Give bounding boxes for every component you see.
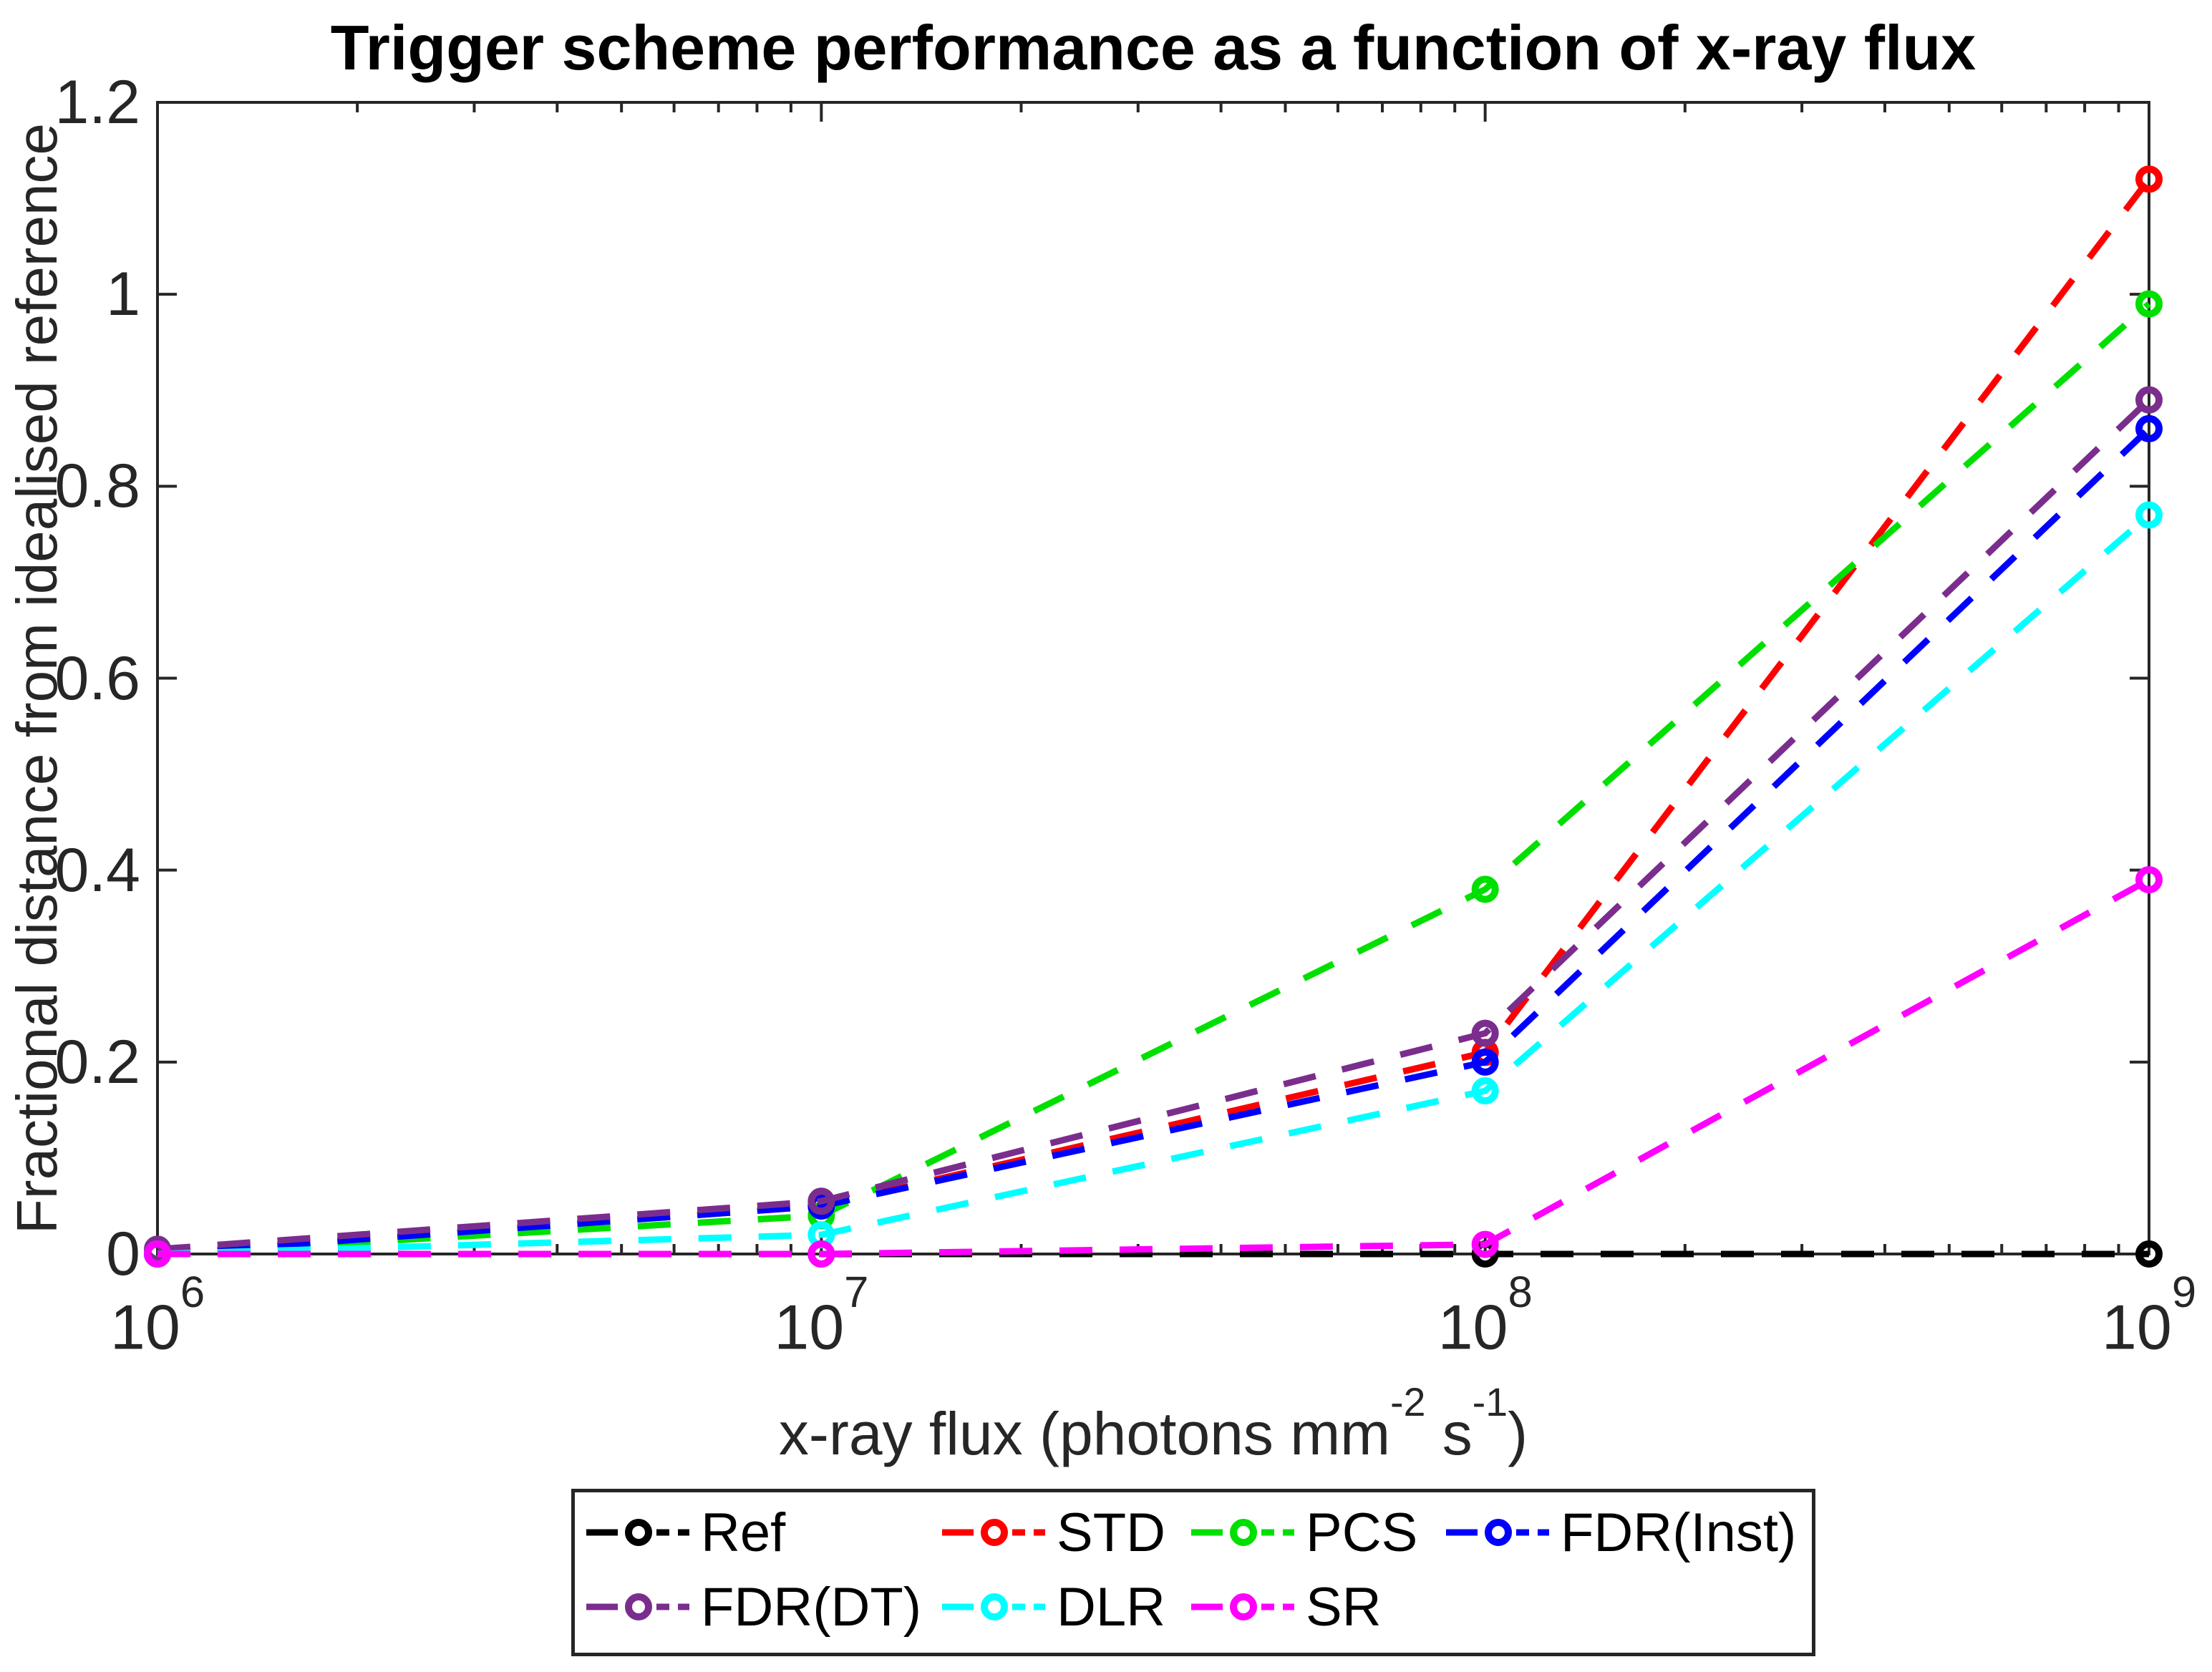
y-tick-label: 0.2 xyxy=(54,1027,140,1097)
series-marker-DLR xyxy=(2135,501,2163,529)
series-marker-SR xyxy=(1471,1230,1499,1258)
legend-line-sample xyxy=(1191,1593,1294,1620)
series-marker-FDR(Inst) xyxy=(1471,1048,1499,1076)
legend-line-sample xyxy=(1191,1519,1294,1546)
x-tick-label: 108 xyxy=(1437,1268,1533,1363)
legend-label: STD xyxy=(1057,1502,1165,1563)
x-axis-label-text: ) xyxy=(1508,1400,1528,1467)
x-tick-label: 109 xyxy=(2101,1268,2197,1363)
legend-line-sample xyxy=(586,1593,689,1620)
legend-label: PCS xyxy=(1306,1502,1418,1563)
legend-line-sample xyxy=(942,1519,1045,1546)
x-tick-label: 107 xyxy=(774,1268,869,1363)
legend-entry-fdr-dt: FDR(DT) xyxy=(585,1573,941,1641)
x-axis-label: x-ray flux (photons mm-2 s-1) xyxy=(157,1380,2149,1469)
series-marker-SR xyxy=(807,1240,835,1268)
legend-entry-ref: Ref xyxy=(585,1498,941,1567)
y-tick-label: 1 xyxy=(106,260,140,329)
axes-frame xyxy=(156,101,2150,1255)
series-marker-FDR(DT) xyxy=(1471,1019,1499,1047)
series-marker-PCS xyxy=(2135,290,2163,318)
legend-entry-fdr-inst: FDR(Inst) xyxy=(1445,1498,1812,1567)
series-marker-STD xyxy=(2135,165,2163,193)
legend-entry-std: STD xyxy=(941,1498,1190,1567)
legend-label: Ref xyxy=(701,1502,786,1563)
legend-label: DLR xyxy=(1057,1576,1166,1638)
y-tick-label: 0 xyxy=(106,1220,140,1288)
series-marker-FDR(Inst) xyxy=(2135,414,2163,442)
legend-line-sample xyxy=(942,1593,1045,1620)
legend-entry-dlr: DLR xyxy=(941,1573,1190,1641)
series-marker-FDR(DT) xyxy=(807,1187,835,1215)
x-axis-label-text: x-ray flux (photons mm xyxy=(778,1400,1391,1467)
series-marker-PCS xyxy=(1471,875,1499,903)
legend-label: FDR(Inst) xyxy=(1561,1502,1797,1563)
legend-entry-sr: SR xyxy=(1190,1573,1445,1641)
y-tick-label: 1.2 xyxy=(54,68,140,137)
y-tick-label: 0.8 xyxy=(54,452,140,521)
series-line-SR xyxy=(157,877,2151,1258)
y-tick-label: 0.4 xyxy=(54,835,140,905)
chart-title: Trigger scheme performance as a function… xyxy=(330,12,1976,83)
legend-entry-pcs: PCS xyxy=(1190,1498,1445,1567)
x-axis-label-sup-2: -1 xyxy=(1472,1380,1508,1425)
series-line-DLR xyxy=(157,512,2151,1258)
legend-line-sample xyxy=(586,1519,689,1546)
series-line-PCS xyxy=(157,301,2151,1258)
series-line-FDR(DT) xyxy=(157,397,2152,1253)
series-marker-SR xyxy=(2135,866,2163,894)
x-tick-label: 106 xyxy=(110,1268,205,1363)
series-marker-FDR(DT) xyxy=(2135,386,2163,414)
legend: Ref STD PCS FDR(Inst) xyxy=(571,1489,1815,1656)
legend-label: FDR(DT) xyxy=(701,1576,922,1638)
legend-line-sample xyxy=(1446,1519,1549,1546)
x-axis-label-sup-1: -2 xyxy=(1390,1380,1426,1425)
legend-label: SR xyxy=(1306,1576,1382,1638)
y-tick-label: 0.6 xyxy=(54,643,140,713)
series-line-FDR(Inst) xyxy=(157,426,2152,1258)
x-axis-label-text: s xyxy=(1425,1400,1473,1467)
series-marker-DLR xyxy=(1471,1077,1499,1105)
series-marker-Ref xyxy=(2135,1240,2163,1268)
series-marker-SR xyxy=(144,1240,171,1268)
